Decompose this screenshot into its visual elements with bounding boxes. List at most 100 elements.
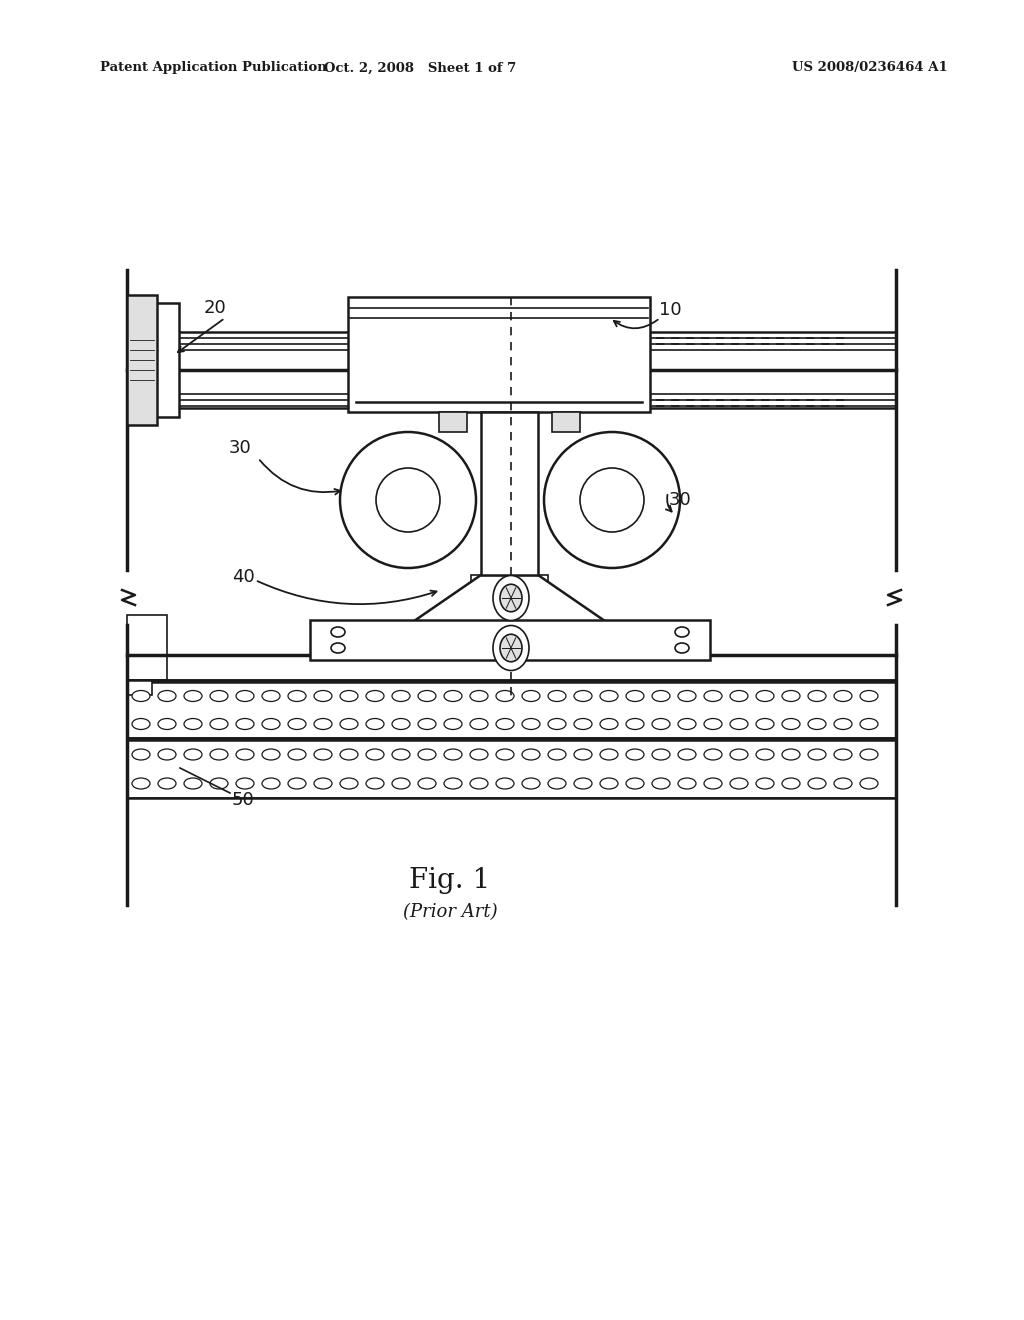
Ellipse shape bbox=[470, 748, 488, 760]
Ellipse shape bbox=[626, 777, 644, 789]
Ellipse shape bbox=[522, 690, 540, 701]
Ellipse shape bbox=[314, 748, 332, 760]
Ellipse shape bbox=[705, 690, 722, 701]
Ellipse shape bbox=[444, 718, 462, 730]
Ellipse shape bbox=[678, 748, 696, 760]
Ellipse shape bbox=[782, 690, 800, 701]
Ellipse shape bbox=[210, 777, 228, 789]
Ellipse shape bbox=[262, 718, 280, 730]
Ellipse shape bbox=[444, 690, 462, 701]
Ellipse shape bbox=[574, 690, 592, 701]
Ellipse shape bbox=[522, 777, 540, 789]
Circle shape bbox=[340, 432, 476, 568]
Ellipse shape bbox=[834, 718, 852, 730]
Ellipse shape bbox=[626, 748, 644, 760]
Ellipse shape bbox=[782, 718, 800, 730]
Ellipse shape bbox=[678, 690, 696, 701]
Circle shape bbox=[544, 432, 680, 568]
Ellipse shape bbox=[418, 718, 436, 730]
Ellipse shape bbox=[340, 690, 358, 701]
Bar bbox=[127, 655, 896, 680]
Ellipse shape bbox=[470, 718, 488, 730]
Ellipse shape bbox=[331, 627, 345, 638]
Ellipse shape bbox=[132, 690, 150, 701]
Ellipse shape bbox=[366, 777, 384, 789]
Bar bbox=[127, 682, 896, 738]
Ellipse shape bbox=[548, 777, 566, 789]
Ellipse shape bbox=[574, 718, 592, 730]
Text: 50: 50 bbox=[231, 791, 254, 809]
Ellipse shape bbox=[210, 748, 228, 760]
Bar bbox=[310, 620, 710, 660]
Ellipse shape bbox=[184, 718, 202, 730]
Ellipse shape bbox=[418, 690, 436, 701]
Ellipse shape bbox=[236, 748, 254, 760]
Ellipse shape bbox=[366, 748, 384, 760]
Ellipse shape bbox=[496, 690, 514, 701]
Ellipse shape bbox=[675, 627, 689, 638]
Bar bbox=[127, 741, 896, 799]
Bar bbox=[481, 412, 538, 576]
Ellipse shape bbox=[574, 748, 592, 760]
Ellipse shape bbox=[366, 718, 384, 730]
Ellipse shape bbox=[500, 634, 522, 661]
Ellipse shape bbox=[626, 690, 644, 701]
Ellipse shape bbox=[705, 777, 722, 789]
Ellipse shape bbox=[236, 777, 254, 789]
Ellipse shape bbox=[314, 777, 332, 789]
Bar bbox=[127, 615, 167, 680]
Ellipse shape bbox=[500, 585, 522, 611]
Ellipse shape bbox=[548, 690, 566, 701]
Ellipse shape bbox=[496, 718, 514, 730]
Ellipse shape bbox=[808, 748, 826, 760]
Ellipse shape bbox=[340, 718, 358, 730]
Ellipse shape bbox=[834, 748, 852, 760]
Ellipse shape bbox=[418, 777, 436, 789]
Ellipse shape bbox=[756, 690, 774, 701]
Ellipse shape bbox=[158, 777, 176, 789]
Ellipse shape bbox=[184, 777, 202, 789]
Ellipse shape bbox=[756, 748, 774, 760]
Bar bbox=[552, 412, 580, 432]
Bar bbox=[348, 297, 650, 412]
Ellipse shape bbox=[600, 690, 618, 701]
Ellipse shape bbox=[158, 690, 176, 701]
Ellipse shape bbox=[600, 777, 618, 789]
Ellipse shape bbox=[210, 690, 228, 701]
Text: 30: 30 bbox=[228, 440, 251, 457]
Ellipse shape bbox=[496, 748, 514, 760]
Ellipse shape bbox=[782, 748, 800, 760]
Ellipse shape bbox=[548, 718, 566, 730]
Ellipse shape bbox=[548, 748, 566, 760]
Ellipse shape bbox=[705, 748, 722, 760]
Ellipse shape bbox=[860, 690, 878, 701]
Ellipse shape bbox=[652, 690, 670, 701]
Ellipse shape bbox=[331, 643, 345, 653]
Text: US 2008/0236464 A1: US 2008/0236464 A1 bbox=[793, 62, 948, 74]
Ellipse shape bbox=[366, 690, 384, 701]
Ellipse shape bbox=[652, 777, 670, 789]
Ellipse shape bbox=[652, 718, 670, 730]
Bar bbox=[127, 304, 179, 417]
Ellipse shape bbox=[392, 690, 410, 701]
Bar bbox=[127, 680, 152, 696]
Bar bbox=[471, 576, 548, 595]
Ellipse shape bbox=[470, 690, 488, 701]
Polygon shape bbox=[401, 576, 618, 630]
Ellipse shape bbox=[262, 777, 280, 789]
Ellipse shape bbox=[314, 690, 332, 701]
Ellipse shape bbox=[652, 748, 670, 760]
Ellipse shape bbox=[262, 748, 280, 760]
Text: 40: 40 bbox=[231, 568, 254, 586]
Ellipse shape bbox=[626, 718, 644, 730]
Ellipse shape bbox=[808, 690, 826, 701]
Ellipse shape bbox=[756, 718, 774, 730]
Ellipse shape bbox=[392, 777, 410, 789]
Ellipse shape bbox=[236, 718, 254, 730]
Ellipse shape bbox=[493, 576, 529, 620]
Ellipse shape bbox=[834, 777, 852, 789]
Text: 20: 20 bbox=[204, 300, 226, 317]
Ellipse shape bbox=[834, 690, 852, 701]
Ellipse shape bbox=[158, 748, 176, 760]
Ellipse shape bbox=[730, 777, 748, 789]
